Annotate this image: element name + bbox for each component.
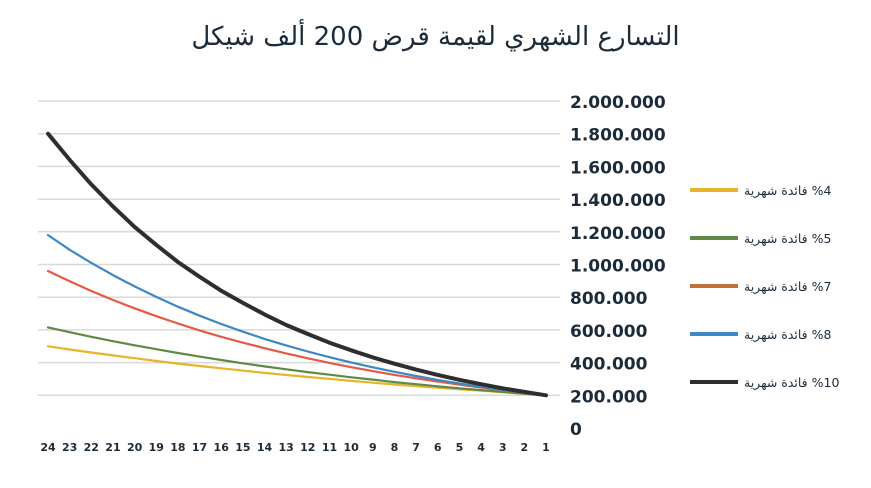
- y-tick-label: 600.000: [570, 322, 648, 342]
- x-tick-label: 5: [456, 441, 464, 454]
- y-tick-label: 800.000: [570, 289, 648, 309]
- legend: %4 فائدة شهرية %5 فائدة شهرية %7 فائدة شهر…: [690, 166, 860, 406]
- x-tick-label: 9: [369, 441, 377, 454]
- x-tick-label: 4: [477, 441, 485, 454]
- legend-label: %4 فائدة شهرية: [744, 182, 832, 198]
- y-tick-label: 1.600.000: [570, 158, 666, 178]
- x-tick-label: 19: [149, 441, 164, 454]
- legend-swatch: [690, 332, 738, 336]
- legend-item: %8 فائدة شهرية: [690, 310, 860, 358]
- x-tick-label: 8: [391, 441, 399, 454]
- x-tick-label: 12: [300, 441, 315, 454]
- legend-swatch: [690, 284, 738, 288]
- x-axis-ticks: 24 23 22 21 20 19 18 17 16 15 14 13 12 11 10 9 8 7 6 5 4 3 2 1: [40, 441, 549, 454]
- legend-item: %7 فائدة شهرية: [690, 262, 860, 310]
- x-tick-label: 3: [499, 441, 507, 454]
- x-tick-label: 2: [521, 441, 529, 454]
- x-tick-label: 6: [434, 441, 442, 454]
- x-tick-label: 16: [214, 441, 230, 454]
- x-tick-label: 7: [412, 441, 420, 454]
- series-line-2: [46, 269, 548, 397]
- x-tick-label: 20: [127, 441, 143, 454]
- series-line-3: [46, 234, 548, 397]
- series-line-4: [46, 131, 548, 398]
- legend-item: %5 فائدة شهرية: [690, 214, 860, 262]
- x-tick-label: 10: [343, 441, 359, 454]
- x-tick-label: 17: [192, 441, 207, 454]
- legend-label: %7 فائدة شهرية: [744, 278, 832, 294]
- y-tick-label: 1.400.000: [570, 191, 666, 211]
- y-axis-ticks: 0 200.000 400.000 600.000 800.000 1.000.000 1.…: [570, 93, 666, 440]
- y-tick-label: 200.000: [570, 387, 648, 407]
- series-line-1: [46, 326, 548, 397]
- x-tick-label: 1: [542, 441, 550, 454]
- x-tick-label: 22: [84, 441, 99, 454]
- x-tick-label: 18: [170, 441, 185, 454]
- y-tick-label: 0: [570, 420, 582, 440]
- y-tick-label: 400.000: [570, 355, 648, 375]
- x-tick-label: 14: [257, 441, 273, 454]
- x-tick-label: 13: [279, 441, 294, 454]
- x-tick-label: 15: [235, 441, 250, 454]
- legend-swatch: [690, 188, 738, 192]
- series-lines: [46, 131, 548, 398]
- y-tick-label: 1.800.000: [570, 126, 666, 146]
- y-tick-label: 1.000.000: [570, 257, 666, 277]
- x-tick-label: 24: [40, 441, 56, 454]
- legend-label: %5 فائدة شهرية: [744, 230, 832, 246]
- y-tick-label: 1.200.000: [570, 224, 666, 244]
- x-tick-label: 21: [105, 441, 120, 454]
- legend-label: %8 فائدة شهرية: [744, 326, 832, 342]
- legend-item: %10 فائدة شهرية: [690, 358, 860, 406]
- x-tick-label: 11: [322, 441, 337, 454]
- x-tick-label: 23: [62, 441, 77, 454]
- legend-swatch: [690, 236, 738, 240]
- legend-label: %10 فائدة شهرية: [744, 374, 840, 390]
- y-tick-label: 2.000.000: [570, 93, 666, 113]
- legend-item: %4 فائدة شهرية: [690, 166, 860, 214]
- chart-title: التسارع الشهري لقيمة قرض 200 ألف شيكل: [191, 22, 680, 52]
- gridlines: [38, 100, 560, 397]
- legend-swatch: [690, 380, 738, 384]
